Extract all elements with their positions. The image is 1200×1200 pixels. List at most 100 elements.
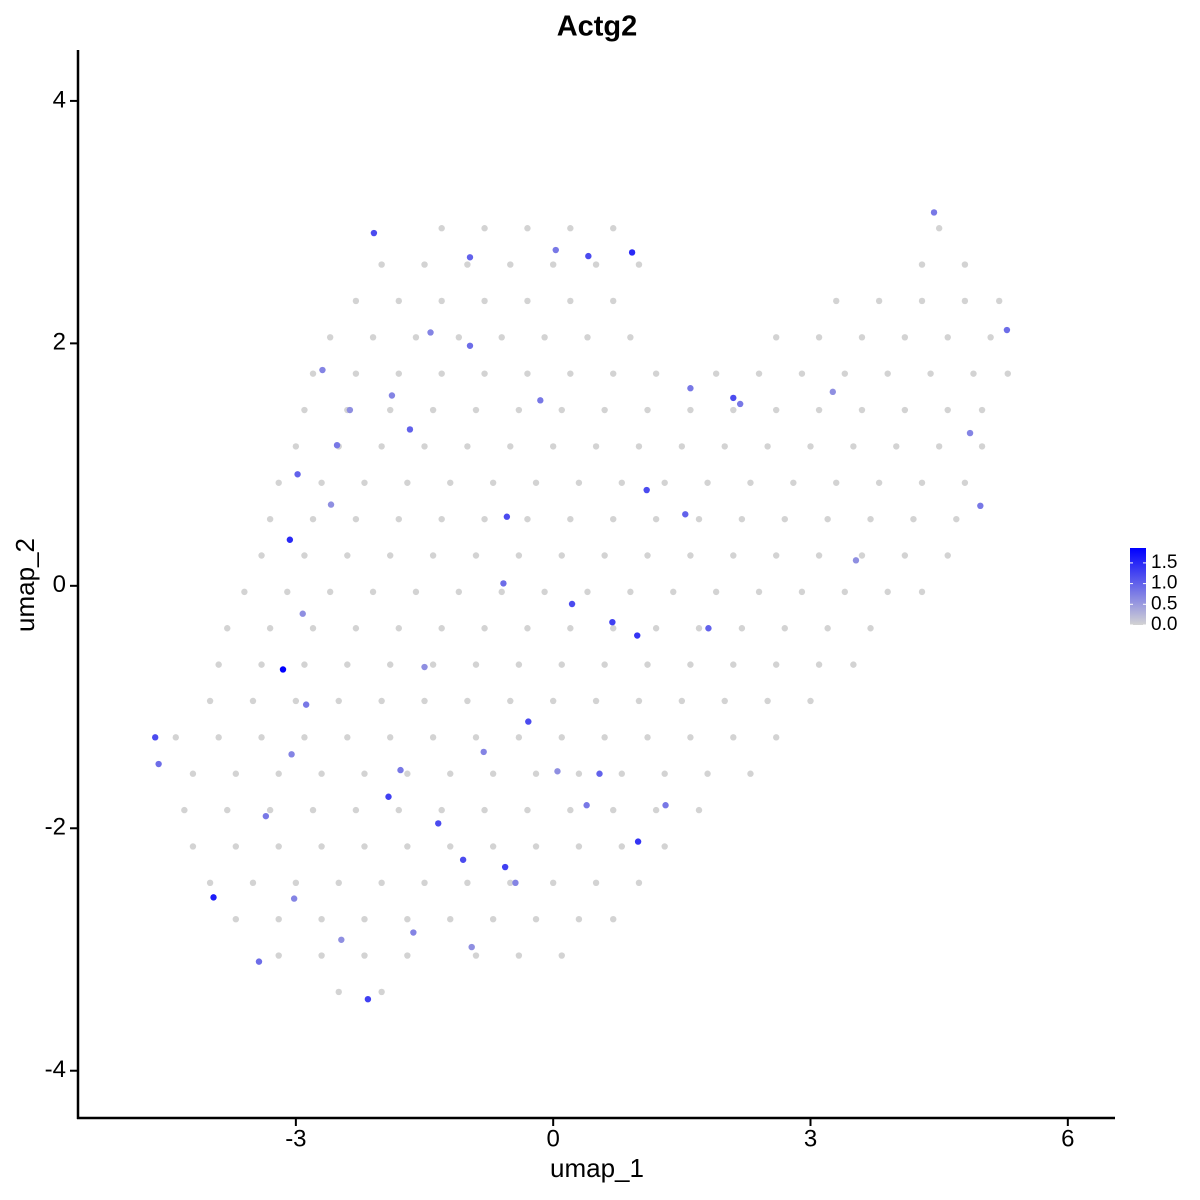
point bbox=[429, 734, 437, 741]
point bbox=[558, 952, 565, 959]
point bbox=[558, 406, 565, 414]
point bbox=[361, 915, 368, 923]
point bbox=[249, 879, 257, 887]
point bbox=[833, 297, 840, 305]
point bbox=[575, 843, 583, 850]
point bbox=[459, 856, 467, 863]
point bbox=[682, 511, 689, 518]
point bbox=[772, 552, 780, 559]
x-tick-label: -3 bbox=[285, 1125, 306, 1152]
point bbox=[447, 843, 454, 850]
point bbox=[601, 661, 608, 668]
point bbox=[858, 406, 866, 414]
point bbox=[346, 406, 354, 414]
point bbox=[634, 838, 642, 845]
point bbox=[232, 770, 240, 777]
point bbox=[412, 334, 420, 341]
point bbox=[241, 588, 248, 596]
point bbox=[567, 297, 574, 305]
point bbox=[781, 515, 788, 523]
point bbox=[661, 843, 668, 850]
point bbox=[601, 552, 608, 559]
point bbox=[978, 406, 986, 414]
point bbox=[275, 843, 282, 850]
point bbox=[326, 588, 334, 596]
colorbar bbox=[1130, 548, 1146, 625]
point bbox=[395, 370, 402, 377]
point bbox=[369, 334, 377, 341]
colorbar-label: 0.5 bbox=[1151, 593, 1177, 614]
point bbox=[224, 806, 231, 814]
point bbox=[215, 734, 222, 741]
y-tick-label: -2 bbox=[45, 814, 66, 841]
point bbox=[541, 588, 548, 596]
y-tick-label: 2 bbox=[53, 329, 66, 356]
point bbox=[406, 426, 414, 433]
point bbox=[266, 515, 274, 523]
point bbox=[421, 697, 428, 705]
point bbox=[501, 863, 509, 871]
point bbox=[472, 406, 480, 414]
point bbox=[421, 879, 428, 887]
point bbox=[935, 225, 943, 232]
point bbox=[438, 515, 445, 523]
point bbox=[427, 329, 434, 336]
point bbox=[841, 588, 849, 596]
point bbox=[344, 734, 351, 741]
point bbox=[503, 513, 511, 520]
point bbox=[875, 479, 883, 486]
point bbox=[275, 770, 282, 777]
point bbox=[575, 479, 583, 486]
point bbox=[215, 661, 222, 668]
point bbox=[284, 588, 291, 596]
x-tick-label: 0 bbox=[547, 1125, 560, 1152]
point bbox=[829, 388, 837, 396]
point bbox=[472, 661, 480, 668]
point bbox=[635, 697, 643, 705]
point bbox=[575, 770, 583, 777]
point bbox=[961, 261, 969, 268]
point bbox=[455, 334, 463, 341]
colorbar-label: 0.0 bbox=[1151, 614, 1177, 635]
point bbox=[704, 479, 711, 486]
point bbox=[687, 734, 694, 741]
point bbox=[464, 261, 471, 268]
point bbox=[438, 225, 445, 232]
y-tick-label: 4 bbox=[53, 86, 66, 113]
point bbox=[515, 552, 523, 559]
point bbox=[944, 406, 951, 414]
point bbox=[333, 441, 341, 449]
x-tick-label: 6 bbox=[1061, 1125, 1074, 1152]
point bbox=[279, 666, 287, 673]
point bbox=[319, 366, 326, 374]
point bbox=[472, 952, 480, 959]
point bbox=[568, 600, 576, 608]
point bbox=[412, 588, 420, 596]
point bbox=[309, 515, 317, 523]
point bbox=[500, 580, 507, 587]
point bbox=[687, 406, 694, 414]
point bbox=[977, 502, 984, 510]
point bbox=[584, 334, 591, 341]
point bbox=[961, 297, 969, 305]
x-axis-title: umap_1 bbox=[550, 1153, 644, 1183]
point bbox=[772, 406, 780, 414]
point bbox=[618, 770, 626, 777]
point bbox=[610, 297, 617, 305]
point bbox=[652, 806, 660, 814]
point bbox=[815, 552, 823, 559]
point bbox=[554, 768, 561, 775]
point bbox=[466, 342, 474, 349]
point bbox=[918, 479, 926, 486]
point bbox=[466, 254, 474, 261]
point bbox=[181, 806, 188, 814]
point bbox=[464, 697, 471, 705]
point bbox=[481, 515, 488, 523]
point bbox=[395, 625, 402, 632]
point bbox=[738, 625, 746, 632]
point bbox=[1004, 370, 1011, 377]
point bbox=[567, 370, 574, 377]
point bbox=[537, 397, 544, 404]
point bbox=[326, 334, 334, 341]
point bbox=[352, 370, 360, 377]
